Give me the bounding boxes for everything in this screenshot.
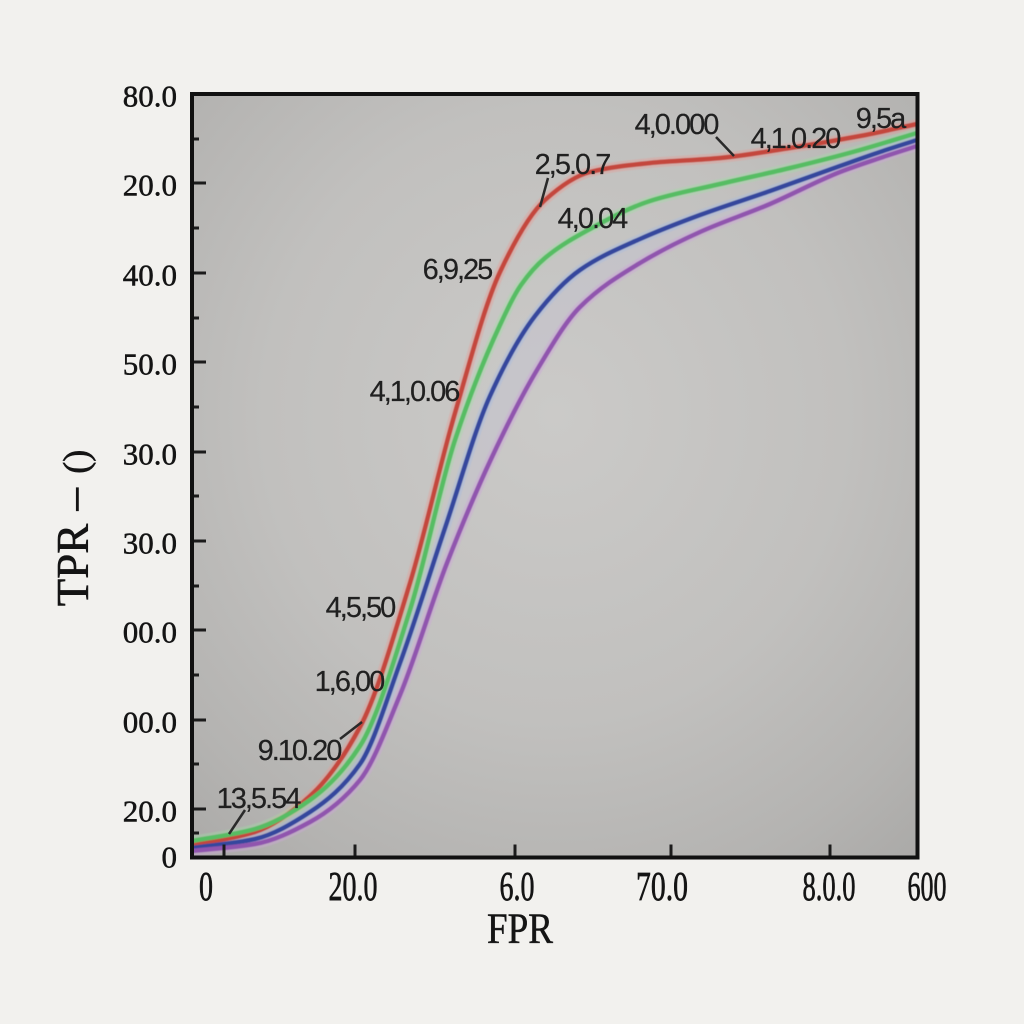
svg-text:9,5a: 9,5a <box>856 103 907 135</box>
svg-text:30.0: 30.0 <box>123 526 177 561</box>
svg-text:4,1.0.20: 4,1.0.20 <box>751 123 841 155</box>
svg-text:0: 0 <box>199 863 213 909</box>
svg-text:20.0: 20.0 <box>123 168 177 203</box>
svg-text:1,6,00: 1,6,00 <box>315 666 384 698</box>
svg-text:13,5.54: 13,5.54 <box>217 783 302 815</box>
svg-text:FPR: FPR <box>487 906 553 953</box>
svg-text:4,0.000: 4,0.000 <box>635 109 719 141</box>
svg-text:00.0: 00.0 <box>123 615 177 650</box>
svg-text:2,5.0.7: 2,5.0.7 <box>535 149 611 181</box>
svg-text:9.10.20: 9.10.20 <box>258 735 342 767</box>
svg-text:40.0: 40.0 <box>123 258 177 293</box>
svg-text:6.0: 6.0 <box>500 863 535 909</box>
svg-text:0: 0 <box>162 840 178 875</box>
svg-text:30.0: 30.0 <box>123 437 177 472</box>
svg-text:20.0: 20.0 <box>329 863 378 909</box>
svg-text:4,0.04: 4,0.04 <box>558 203 628 235</box>
svg-text:50.0: 50.0 <box>123 347 177 382</box>
svg-text:00.0: 00.0 <box>123 705 177 740</box>
svg-text:80.0: 80.0 <box>123 79 177 114</box>
svg-text:20.0: 20.0 <box>123 794 177 829</box>
svg-text:4,5,50: 4,5,50 <box>326 592 395 624</box>
svg-text:600: 600 <box>908 863 947 909</box>
svg-text:70.0: 70.0 <box>636 863 688 909</box>
svg-text:8.0.0: 8.0.0 <box>803 863 856 909</box>
svg-text:4,1,0.06: 4,1,0.06 <box>370 376 460 408</box>
svg-text:6,9,25: 6,9,25 <box>423 254 492 286</box>
svg-text:TPR – (): TPR – () <box>48 450 98 607</box>
